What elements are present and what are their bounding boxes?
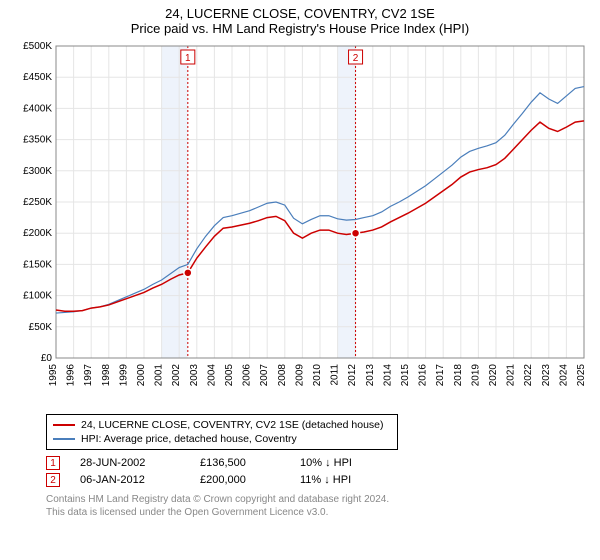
svg-text:2008: 2008	[277, 364, 288, 387]
svg-text:2009: 2009	[294, 364, 305, 387]
svg-text:£250K: £250K	[23, 197, 52, 208]
footnote-line-1: Contains HM Land Registry data © Crown c…	[46, 493, 590, 506]
svg-text:2018: 2018	[453, 364, 464, 387]
legend-row: HPI: Average price, detached house, Cove…	[53, 432, 391, 446]
svg-text:2020: 2020	[488, 364, 499, 387]
svg-text:£500K: £500K	[23, 41, 52, 52]
svg-text:2014: 2014	[382, 364, 393, 387]
legend-label: 24, LUCERNE CLOSE, COVENTRY, CV2 1SE (de…	[81, 419, 384, 431]
svg-text:£50K: £50K	[29, 322, 53, 333]
event-marker-box: 2	[46, 473, 60, 487]
event-date: 06-JAN-2012	[80, 474, 180, 486]
svg-text:2000: 2000	[136, 364, 147, 387]
svg-text:2010: 2010	[312, 364, 323, 387]
svg-text:£450K: £450K	[23, 72, 52, 83]
svg-text:1999: 1999	[118, 364, 129, 387]
svg-text:2004: 2004	[206, 364, 217, 387]
svg-text:2023: 2023	[541, 364, 552, 387]
legend-row: 24, LUCERNE CLOSE, COVENTRY, CV2 1SE (de…	[53, 418, 391, 432]
page-title: 24, LUCERNE CLOSE, COVENTRY, CV2 1SE	[10, 6, 590, 21]
svg-text:1998: 1998	[101, 364, 112, 387]
svg-text:2011: 2011	[330, 364, 341, 386]
svg-text:1996: 1996	[66, 364, 77, 387]
svg-text:£200K: £200K	[23, 228, 52, 239]
footnote-line-2: This data is licensed under the Open Gov…	[46, 506, 590, 519]
svg-text:£350K: £350K	[23, 135, 52, 146]
page-subtitle: Price paid vs. HM Land Registry's House …	[10, 21, 590, 36]
svg-text:2024: 2024	[558, 364, 569, 387]
sale-event-row: 2 06-JAN-2012 £200,000 11% ↓ HPI	[46, 473, 590, 487]
svg-text:2: 2	[353, 53, 359, 64]
footnote: Contains HM Land Registry data © Crown c…	[46, 493, 590, 519]
svg-text:2022: 2022	[523, 364, 534, 387]
svg-text:2002: 2002	[171, 364, 182, 387]
chart: £0 £50K £100K £150K £200K £250K £300K £350K £400…	[10, 40, 590, 410]
svg-text:2021: 2021	[506, 364, 517, 387]
sale-event-row: 1 28-JUN-2002 £136,500 10% ↓ HPI	[46, 456, 590, 470]
svg-text:2005: 2005	[224, 364, 235, 387]
svg-text:£400K: £400K	[23, 103, 52, 114]
svg-text:2019: 2019	[470, 364, 481, 387]
svg-text:£100K: £100K	[23, 291, 52, 302]
svg-text:2013: 2013	[365, 364, 376, 387]
event-price: £200,000	[200, 474, 280, 486]
event-price: £136,500	[200, 457, 280, 469]
legend-swatch	[53, 438, 75, 440]
svg-text:2003: 2003	[189, 364, 200, 387]
svg-text:2007: 2007	[259, 364, 270, 387]
event-date: 28-JUN-2002	[80, 457, 180, 469]
event-hpi-delta: 11% ↓ HPI	[300, 474, 390, 486]
svg-text:2017: 2017	[435, 364, 446, 387]
svg-text:£0: £0	[41, 353, 53, 364]
event-hpi-delta: 10% ↓ HPI	[300, 457, 390, 469]
svg-text:1997: 1997	[83, 364, 94, 387]
svg-text:2015: 2015	[400, 364, 411, 387]
svg-text:2001: 2001	[154, 364, 165, 387]
svg-text:£300K: £300K	[23, 166, 52, 177]
svg-text:2016: 2016	[418, 364, 429, 387]
svg-text:£150K: £150K	[23, 259, 52, 270]
legend-label: HPI: Average price, detached house, Cove…	[81, 433, 297, 445]
legend: 24, LUCERNE CLOSE, COVENTRY, CV2 1SE (de…	[46, 414, 398, 450]
event-marker-box: 1	[46, 456, 60, 470]
svg-text:2006: 2006	[242, 364, 253, 387]
legend-swatch	[53, 424, 75, 426]
svg-text:2012: 2012	[347, 364, 358, 387]
svg-text:1: 1	[185, 53, 191, 64]
svg-text:1995: 1995	[48, 364, 59, 387]
sale-events: 1 28-JUN-2002 £136,500 10% ↓ HPI 2 06-JAN-201…	[46, 456, 590, 487]
svg-text:2025: 2025	[576, 364, 587, 387]
